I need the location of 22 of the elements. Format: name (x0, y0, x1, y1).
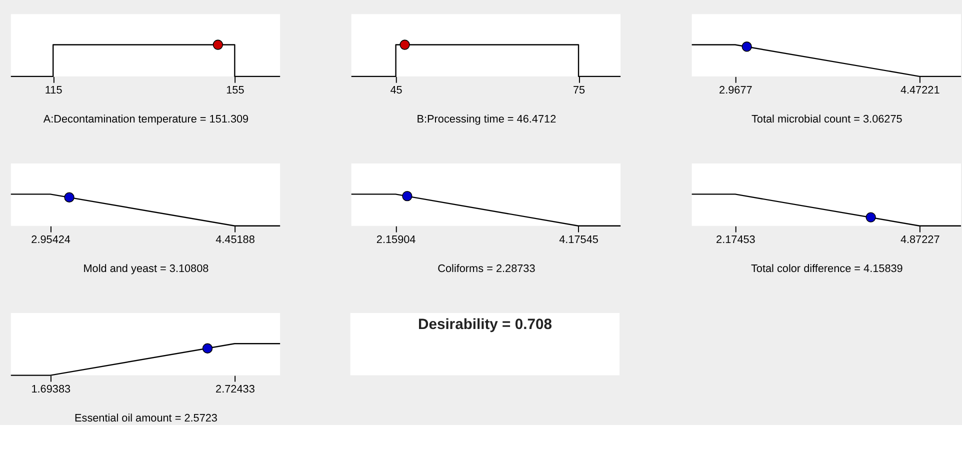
x-tick-label: 75 (572, 84, 586, 97)
x-tick-label: 4.45188 (216, 234, 255, 246)
x-tick-label: 2.17453 (716, 234, 756, 246)
x-axis-title: Essential oil amount = 2.5723 (74, 412, 218, 424)
x-tick-label: 2.9677 (719, 84, 752, 97)
x-axis-title: Coliforms = 2.28733 (438, 262, 536, 275)
text: Desirability = 0.708 (418, 316, 552, 333)
x-tick-label: 1.69383 (31, 384, 71, 396)
x-tick-label: 155 (226, 84, 244, 97)
x-tick-label: 2.72433 (216, 384, 255, 396)
x-axis-title: Total microbial count = 3.06275 (751, 113, 902, 126)
x-axis-title: A:Decontamination temperature = 151.309 (43, 113, 249, 126)
x-tick-label: 4.87227 (900, 234, 940, 246)
x-axis-title: Mold and yeast = 3.10808 (83, 262, 209, 275)
x-axis-title: B:Processing time = 46.4712 (416, 113, 556, 126)
x-tick-label: 4.47221 (900, 84, 940, 97)
x-tick-label: 2.15904 (376, 234, 416, 246)
x-tick-label: 115 (44, 84, 62, 97)
x-tick-label: 45 (390, 84, 402, 97)
x-axis-title: Total color difference = 4.15839 (750, 262, 903, 275)
x-tick-label: 2.95424 (31, 234, 70, 246)
x-tick-label: 4.17545 (559, 234, 598, 246)
